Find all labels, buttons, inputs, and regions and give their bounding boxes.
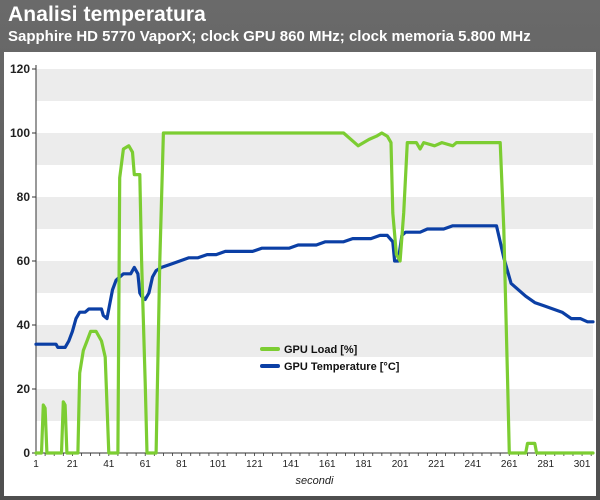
chart-subtitle: Sapphire HD 5770 VaporX; clock GPU 860 M… <box>8 28 531 45</box>
x-tick-labels: 1 21 41 61 81 101 121 141 161 181 201 221 241 261 281 3… <box>33 459 591 470</box>
x-tick-label: 1 <box>33 459 39 470</box>
grid-band <box>36 325 593 357</box>
grid-band <box>36 261 593 293</box>
y-tick-label: 20 <box>17 382 31 396</box>
x-tick-label: 221 <box>428 459 445 470</box>
x-tick-label: 241 <box>465 459 482 470</box>
x-axis-label: secondi <box>296 475 334 487</box>
x-tick-label: 141 <box>282 459 299 470</box>
x-tick-label: 301 <box>574 459 591 470</box>
y-tick-label: 60 <box>17 254 31 268</box>
x-tick-label: 101 <box>210 459 227 470</box>
series-line-gpu-temperature <box>34 224 595 349</box>
legend-label: GPU Load [%] <box>284 344 358 356</box>
chart-title: Analisi temperatura <box>8 3 206 26</box>
x-tick-label: 21 <box>67 459 79 470</box>
y-tick-label: 120 <box>10 62 30 76</box>
grid-band <box>36 133 593 165</box>
x-tick-label: 281 <box>537 459 554 470</box>
grid-band <box>36 69 593 101</box>
x-tick-label: 61 <box>140 459 152 470</box>
series-lines <box>34 131 595 455</box>
x-tick-label: 181 <box>355 459 372 470</box>
grid-band <box>36 197 593 229</box>
x-tick-label: 41 <box>103 459 115 470</box>
x-tick-label: 121 <box>246 459 263 470</box>
y-tick-label: 40 <box>17 318 31 332</box>
legend-label: GPU Temperature [°C] <box>284 361 400 373</box>
y-tick-label: 100 <box>10 126 30 140</box>
x-tick-label: 201 <box>392 459 409 470</box>
x-tick-label: 161 <box>319 459 336 470</box>
legend: GPU Load [%] GPU Temperature [°C] <box>260 344 400 373</box>
y-tick-label: 80 <box>17 190 31 204</box>
x-tick-label: 81 <box>176 459 188 470</box>
x-tick-label: 261 <box>501 459 518 470</box>
y-tick-labels: 0 20 40 60 80 100 120 <box>10 62 30 460</box>
grid-band <box>36 389 593 421</box>
y-tick-label: 0 <box>23 446 30 460</box>
series-line-gpu-load <box>34 131 595 455</box>
